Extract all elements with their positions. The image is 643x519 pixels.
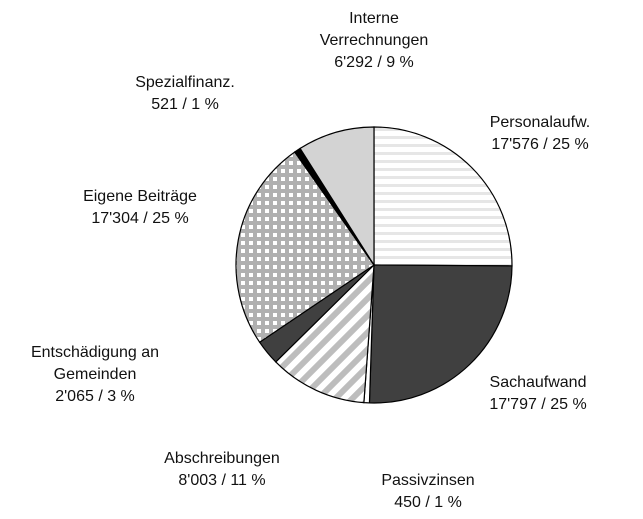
value-label: 17'576 / 25 %: [491, 136, 589, 153]
category-label: Sachaufwand: [489, 374, 587, 391]
slice-label: Interne Verrechnungen 6'292 / 9 %: [289, 8, 459, 74]
category-label: Spezialfinanz.: [135, 74, 235, 91]
value-label: 6'292 / 9 %: [334, 54, 414, 71]
category-label: Eigene Beiträge: [83, 188, 197, 205]
category-label: Abschreibungen: [164, 450, 280, 467]
category-label: Interne Verrechnungen: [319, 10, 429, 49]
category-label: Personalaufw.: [489, 114, 591, 131]
pie-slice: [299, 126, 375, 268]
slice-label: Abschreibungen 8'003 / 11 %: [137, 448, 307, 492]
pie-slice: [235, 151, 375, 344]
pie-slice: [373, 126, 513, 267]
value-label: 2'065 / 3 %: [55, 388, 135, 405]
value-label: 17'304 / 25 %: [91, 210, 189, 227]
slice-label: Passivzinsen 450 / 1 %: [343, 470, 513, 514]
value-label: 8'003 / 11 %: [178, 472, 266, 489]
value-label: 17'797 / 25 %: [489, 396, 587, 413]
pie-slice: [274, 263, 375, 404]
slice-label: Entschädigung an Gemeinden 2'065 / 3 %: [10, 342, 180, 408]
category-label: Passivzinsen: [381, 472, 475, 489]
slice-label: Eigene Beiträge 17'304 / 25 %: [55, 186, 225, 230]
value-label: 450 / 1 %: [394, 494, 462, 511]
slice-label: Spezialfinanz. 521 / 1 %: [100, 72, 270, 116]
category-label: Entschädigung an Gemeinden: [30, 344, 160, 383]
slice-label: Sachaufwand 17'797 / 25 %: [453, 372, 623, 416]
pie-slice: [368, 264, 513, 404]
slice-label: Personalaufw. 17'576 / 25 %: [455, 112, 625, 156]
value-label: 521 / 1 %: [151, 96, 219, 113]
